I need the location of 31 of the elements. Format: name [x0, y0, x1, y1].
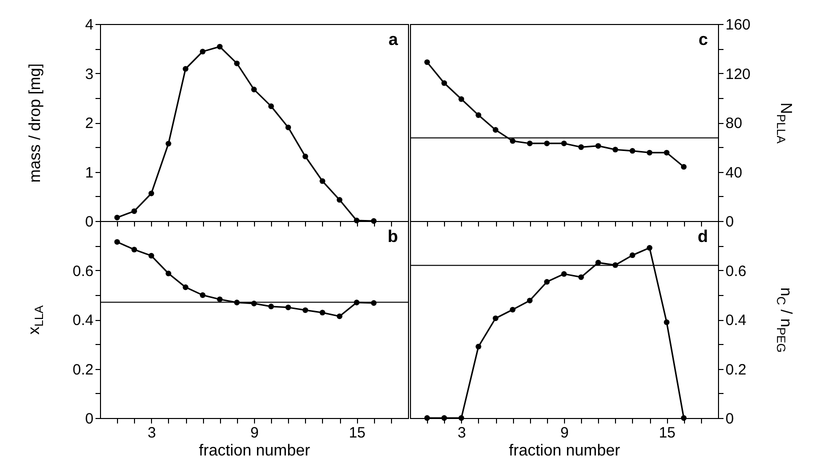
- y-tick-label: 0.4: [72, 312, 94, 329]
- y2-tick-label: 40: [726, 164, 742, 182]
- x-axis-title: fraction number: [508, 442, 621, 460]
- x-tick-label: 15: [658, 424, 676, 442]
- annotation: a: [388, 30, 399, 49]
- y-tick-label: 0.2: [72, 361, 94, 378]
- y2-tick-label: 120: [726, 66, 751, 83]
- x-tick-label: 3: [148, 424, 156, 442]
- y-tick-label: 1: [85, 164, 94, 182]
- y2-tick-label: 160: [726, 16, 751, 34]
- y-tick-label: 3: [85, 66, 94, 83]
- y-tick-label: 0: [85, 214, 94, 230]
- y2-tick-label: 0.6: [726, 262, 746, 280]
- y-tick-label: 4: [85, 16, 94, 34]
- y2-tick-label: 0.2: [726, 361, 746, 378]
- x-axis-title: fraction number: [198, 442, 311, 460]
- y2-tick-label: 0: [726, 214, 734, 230]
- annotation: b: [388, 227, 398, 246]
- y2-tick-label: 0.4: [726, 312, 746, 329]
- y2-tick-label: 80: [726, 115, 742, 132]
- y-tick-label: 0.6: [72, 262, 94, 280]
- x-tick-label: 9: [250, 424, 259, 442]
- y-tick-label: 0: [85, 410, 94, 428]
- annotation: d: [698, 227, 708, 246]
- x-tick-label: 3: [458, 424, 466, 442]
- x-tick-label: 15: [348, 424, 366, 442]
- y2-tick-label: 0: [726, 410, 734, 428]
- x-tick-label: 9: [560, 424, 569, 442]
- annotation: c: [698, 30, 708, 49]
- y-tick-label: 2: [85, 115, 94, 132]
- y-axis-title: mass / drop [mg]: [27, 62, 45, 182]
